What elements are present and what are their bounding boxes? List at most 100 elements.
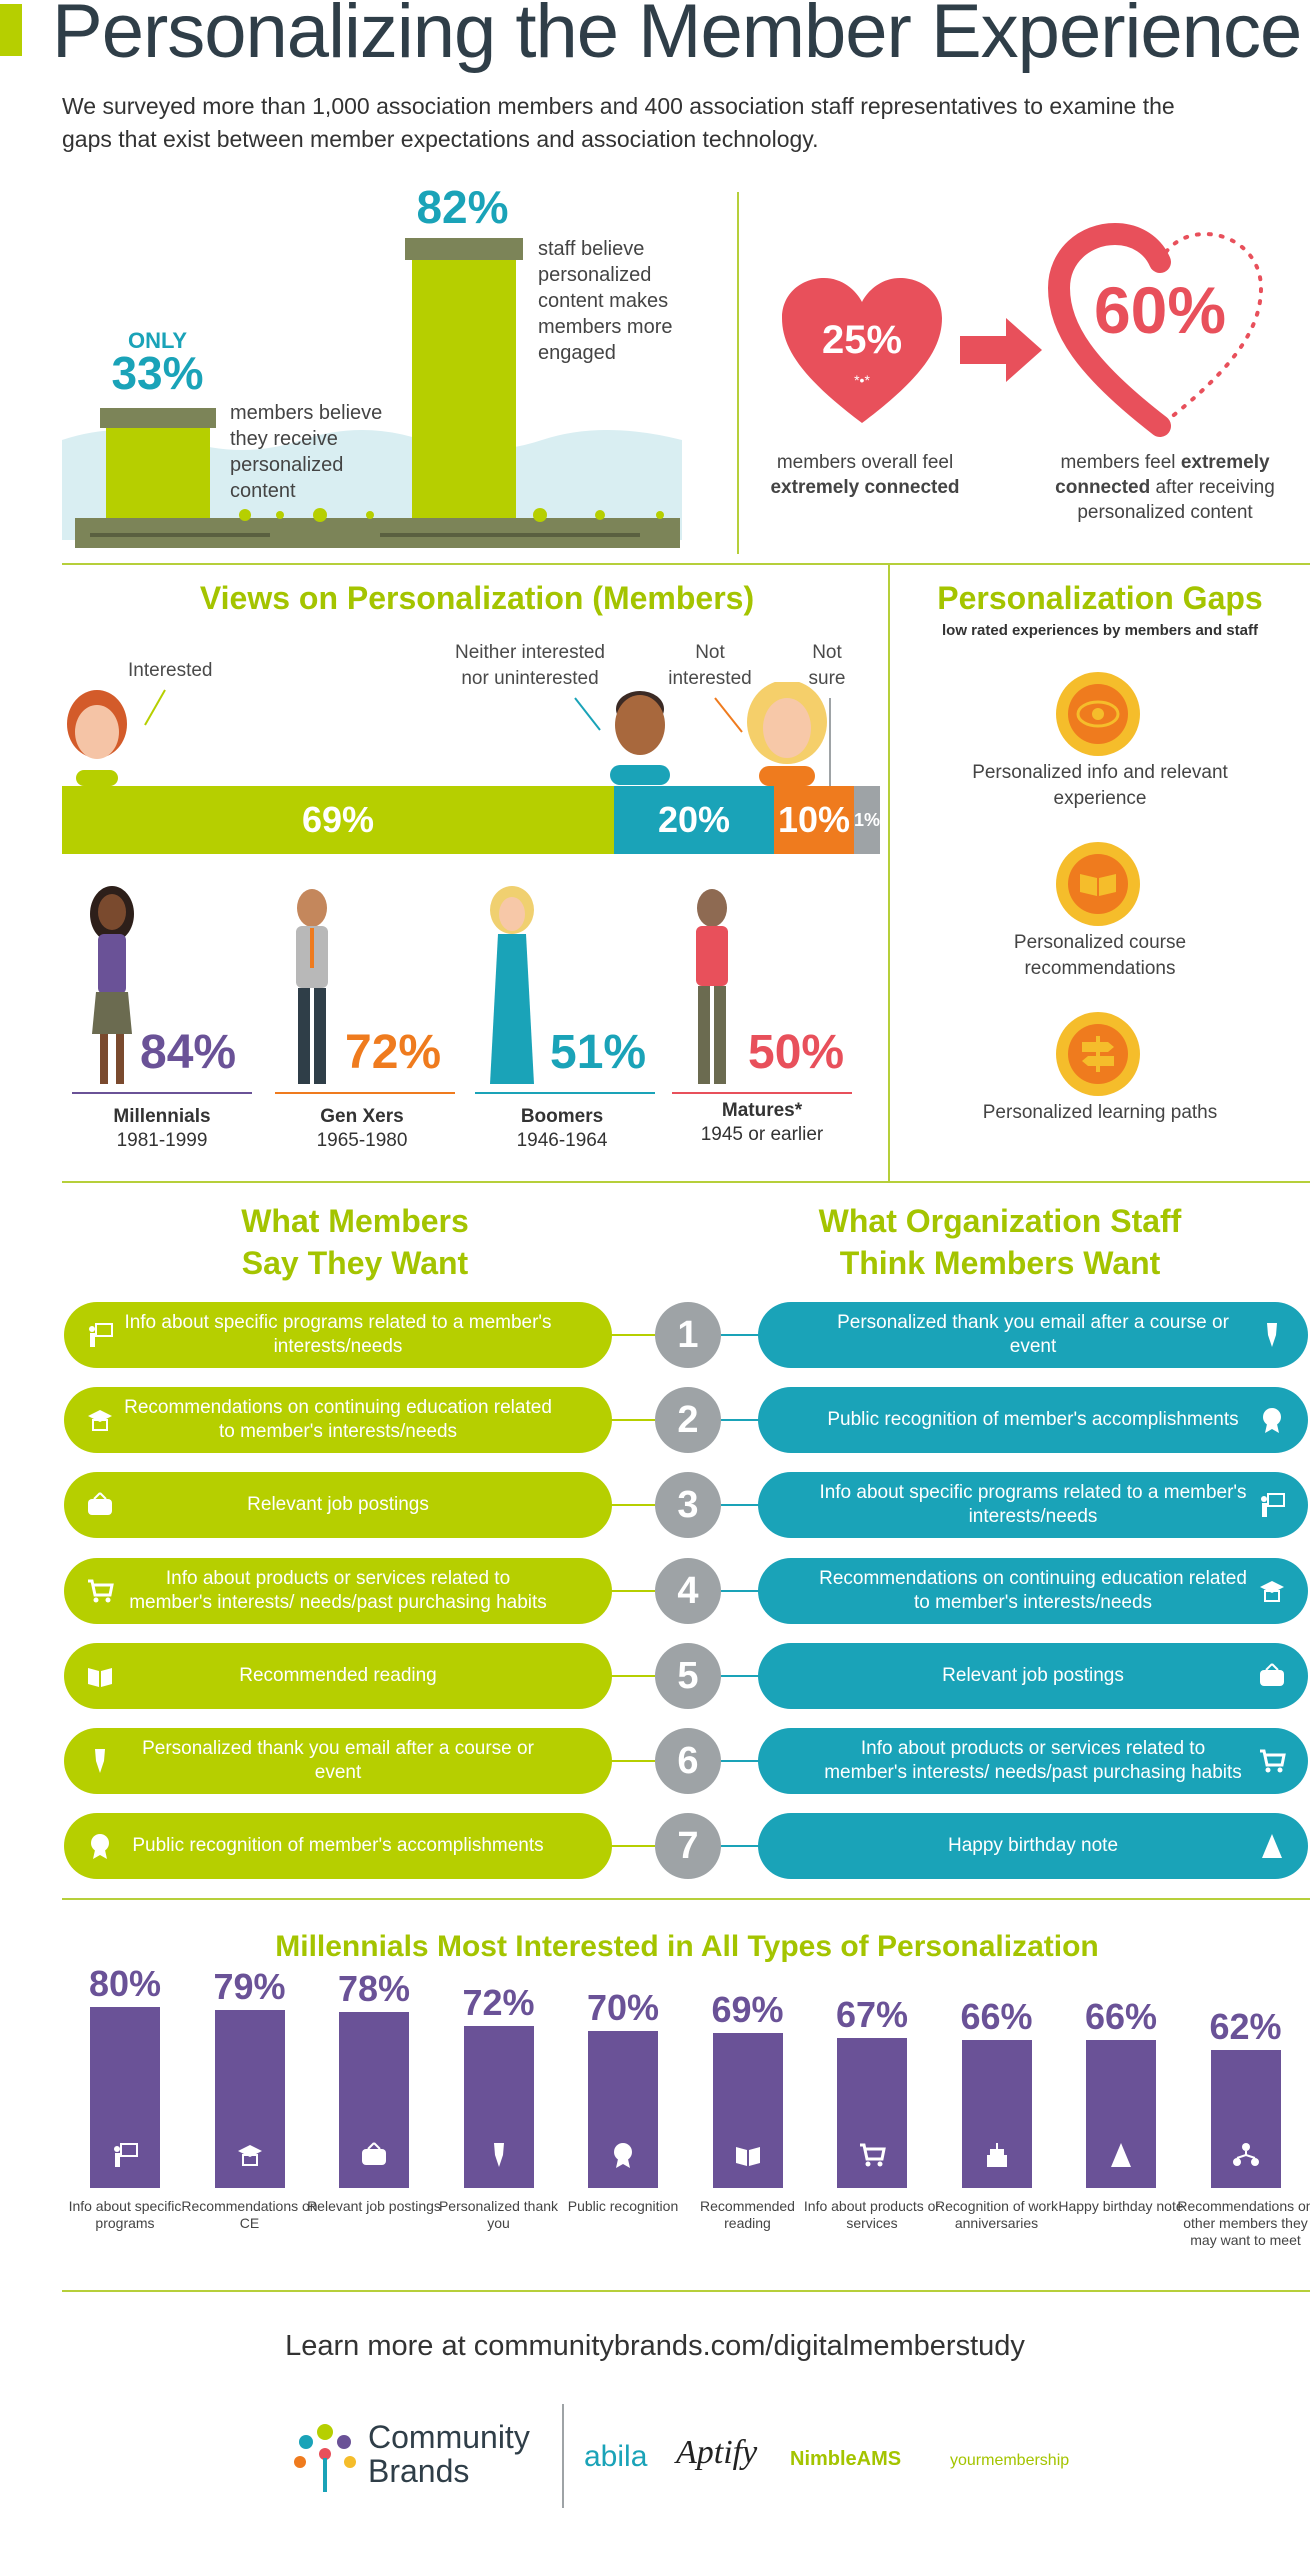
millennials-value: 78%: [337, 1968, 411, 2009]
job-sign-icon: [1258, 1662, 1286, 1690]
views-segment-value: 69%: [301, 799, 375, 840]
staff-bar: [412, 260, 516, 518]
page-title: Personalizing the Member Experience: [52, 0, 1302, 74]
book-icon: [734, 2141, 762, 2174]
connector-line: [610, 1590, 655, 1592]
member-want-item: Recommended reading: [64, 1643, 612, 1709]
connected-text-a: members overall feel: [776, 452, 954, 473]
underline: [475, 1092, 655, 1094]
staff-want-text: Relevant job postings: [942, 1665, 1124, 1686]
gap-icon-circle: [1056, 842, 1140, 926]
views-stacked-bar: 69% 20% 10% 1%: [62, 786, 881, 854]
sparkle-icon: *•*: [854, 372, 870, 388]
member-want-item: Relevant job postings: [64, 1472, 612, 1538]
staff-pct: 82%: [416, 181, 509, 233]
graduation-cap-icon: [86, 1406, 114, 1434]
nimbleams-logo: NimbleAMS: [790, 2448, 902, 2470]
member-want-text: Recommended reading: [239, 1665, 437, 1686]
connected-pct: 25%: [821, 318, 903, 362]
millennials-bar: [214, 2010, 285, 2188]
member-want-item: Info about specific programs related to …: [64, 1302, 612, 1368]
member-want-text: Public recognition of member's accomplis…: [132, 1835, 544, 1856]
millennials-label: Recommendations on other members they ma…: [1177, 2198, 1310, 2248]
gen-name-boomers: Boomers: [520, 1106, 604, 1127]
award-icon: [1258, 1406, 1286, 1434]
gap-icon-circle: [1056, 672, 1140, 756]
pen-nib-icon: [1258, 1321, 1286, 1349]
members-want-title: What Members Say They Want: [155, 1200, 555, 1284]
staff-want-item: Recommendations on continuing education …: [758, 1558, 1308, 1624]
connector-line: [610, 1504, 655, 1506]
job-sign-icon: [360, 2141, 388, 2174]
person-icon: [610, 691, 670, 785]
millennials-value: 70%: [586, 1987, 660, 2028]
views-segment: 1%: [854, 786, 881, 854]
rank-number: 7: [655, 1813, 721, 1879]
millennials-value: 66%: [960, 1996, 1033, 2037]
bar-cap: [100, 408, 216, 428]
divider: [62, 563, 1310, 565]
yourmembership-logo: yourmembership: [950, 2452, 1070, 2469]
intro-text: We surveyed more than 1,000 association …: [62, 93, 1175, 152]
staff-want-text: Personalized thank you email after a cou…: [837, 1312, 1229, 1357]
party-hat-icon: [1258, 1832, 1286, 1860]
segment-label-interested: Interested: [128, 660, 213, 681]
connector-line: [610, 1419, 655, 1421]
eye-icon: [1068, 684, 1128, 744]
gen-years-matures: 1945 or earlier: [700, 1124, 824, 1145]
people-network-icon: [1232, 2141, 1260, 2174]
connector-line: [721, 1419, 761, 1421]
millennials-bar: [1086, 2040, 1156, 2188]
members-bar: [106, 428, 210, 518]
gen-name-millennials: Millennials: [113, 1106, 211, 1127]
gen-years-millennials: 1981-1999: [116, 1130, 208, 1151]
decor-dots: [239, 508, 664, 522]
millennials-label: Recognition of work anniversaries: [935, 2198, 1058, 2231]
millennials-bar: [463, 2026, 534, 2188]
views-segment-value: 10%: [777, 799, 851, 840]
presenter-icon: [86, 1321, 114, 1349]
connector-line: [610, 1845, 655, 1847]
views-segment-value: 20%: [657, 799, 731, 840]
ground-line: [90, 533, 270, 537]
gen-x-figure: [296, 889, 328, 1084]
millennials-value: 80%: [88, 1963, 162, 2004]
member-want-text: Personalized thank you email after a cou…: [142, 1738, 534, 1783]
learn-more-text: Learn more at communitybrands.com/digita…: [285, 2330, 1025, 2362]
presenter-icon: [111, 2141, 139, 2174]
gen-pct-genx: 72%: [345, 1026, 442, 1079]
gen-pct-boomers: 51%: [550, 1026, 647, 1079]
rank-number: 2: [655, 1387, 721, 1453]
staff-want-title-2: Think Members Want: [839, 1245, 1161, 1281]
staff-want-item: Info about specific programs related to …: [758, 1472, 1308, 1538]
staff-want-item: Personalized thank you email after a cou…: [758, 1302, 1308, 1368]
divider: [62, 2290, 1310, 2292]
cake-icon: [983, 2141, 1011, 2174]
rank-number: 1: [655, 1302, 721, 1368]
millennials-bar: [961, 2040, 1032, 2188]
millennials-bar: [1210, 2050, 1281, 2188]
millennials-label: Relevant job postings: [307, 2198, 441, 2214]
segment-label-not-interested: Not interested: [668, 642, 752, 689]
staff-want-item: Relevant job postings: [758, 1643, 1308, 1709]
wave-background: [62, 430, 682, 540]
millennials-bar: [837, 2038, 907, 2188]
after-text: members feel extremely connected after r…: [1040, 450, 1290, 525]
millennials-value: 66%: [1084, 1996, 1158, 2037]
millennials-label: Personalized thank you: [438, 2198, 559, 2231]
segment-label-neither: Neither interested nor uninterested: [455, 642, 605, 689]
millennials-value: 67%: [835, 1994, 909, 2035]
connector-line: [721, 1504, 761, 1506]
party-hat-icon: [1107, 2141, 1135, 2174]
gap-label: Personalized info and relevant experienc…: [972, 762, 1228, 809]
millennials-value: 79%: [213, 1966, 286, 2007]
person-icon: [747, 682, 827, 786]
staff-want-title-1: What Organization Staff: [818, 1203, 1182, 1239]
views-segment: 10%: [774, 786, 854, 854]
millennials-label: Recommendations on CE: [181, 2198, 318, 2231]
connector-line: [721, 1675, 761, 1677]
millennials-label: Public recognition: [567, 2198, 679, 2214]
after-text-b: extremely connected: [1055, 452, 1270, 498]
rank-number: 5: [655, 1643, 721, 1709]
only-label: ONLY: [127, 328, 188, 353]
